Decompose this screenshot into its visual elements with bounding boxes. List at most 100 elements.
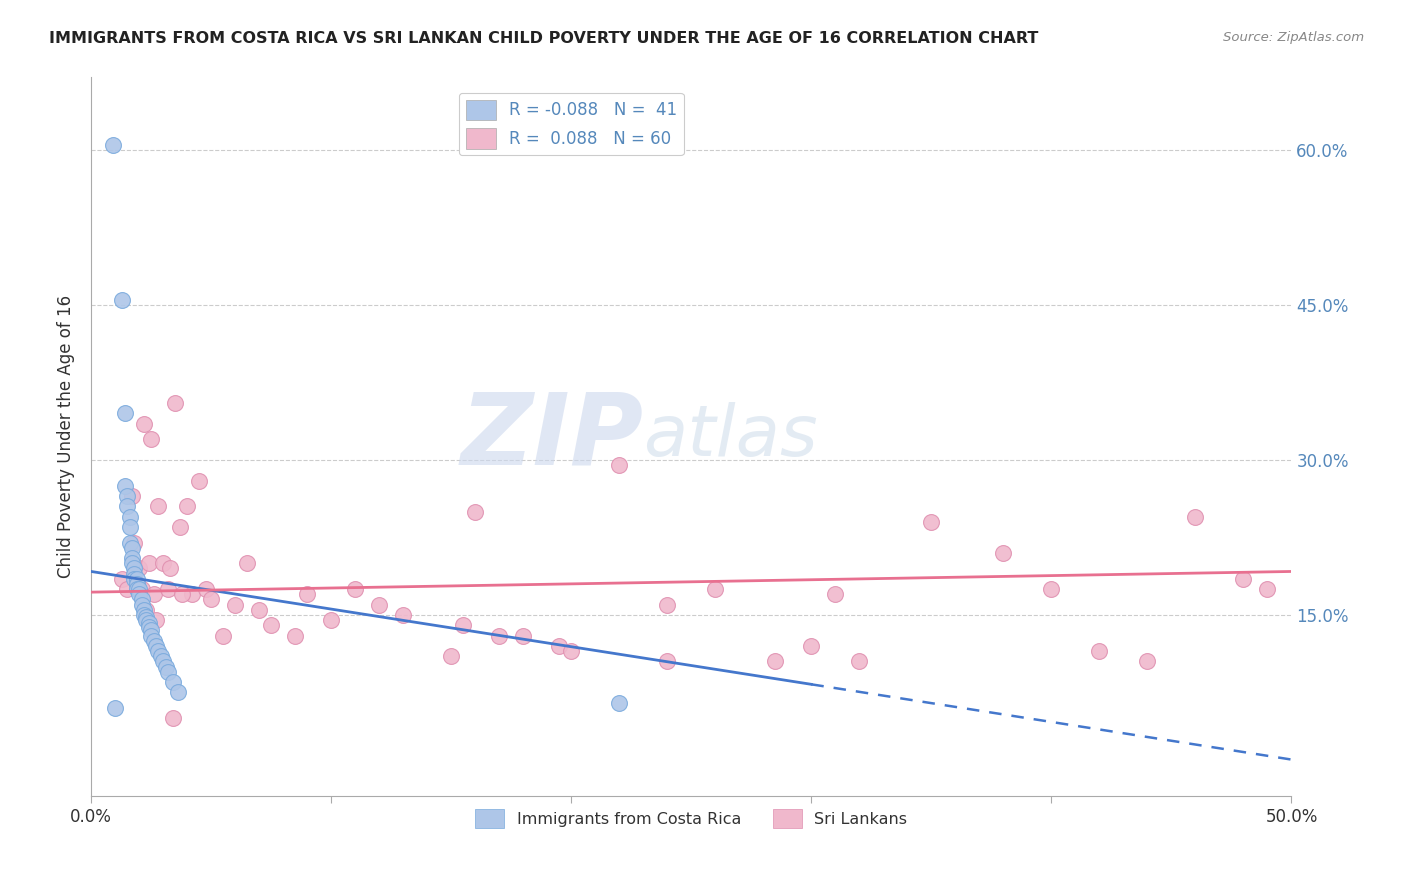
Point <box>1136 654 1159 668</box>
Point <box>607 458 630 472</box>
Point <box>512 628 534 642</box>
Point <box>142 587 165 601</box>
Point <box>118 535 141 549</box>
Point <box>657 654 679 668</box>
Point <box>1184 509 1206 524</box>
Point <box>135 603 157 617</box>
Point <box>128 561 150 575</box>
Point <box>125 577 148 591</box>
Point <box>763 654 786 668</box>
Point <box>132 607 155 622</box>
Point <box>121 541 143 555</box>
Point <box>156 665 179 679</box>
Point <box>172 587 194 601</box>
Point <box>181 587 204 601</box>
Point <box>152 556 174 570</box>
Point <box>321 613 343 627</box>
Point <box>135 613 157 627</box>
Point <box>1256 582 1278 596</box>
Point <box>344 582 367 596</box>
Text: ZIP: ZIP <box>460 388 644 485</box>
Point <box>104 701 127 715</box>
Point <box>247 603 270 617</box>
Point <box>138 556 160 570</box>
Point <box>128 587 150 601</box>
Point <box>464 504 486 518</box>
Point <box>125 582 148 596</box>
Point <box>132 417 155 431</box>
Point <box>260 618 283 632</box>
Point <box>295 587 318 601</box>
Point <box>145 639 167 653</box>
Point <box>131 598 153 612</box>
Point <box>132 603 155 617</box>
Point <box>1232 572 1254 586</box>
Point <box>607 696 630 710</box>
Point <box>128 582 150 596</box>
Point <box>176 500 198 514</box>
Point <box>111 572 134 586</box>
Point <box>149 649 172 664</box>
Point <box>135 610 157 624</box>
Point <box>159 561 181 575</box>
Point <box>124 561 146 575</box>
Point <box>200 592 222 607</box>
Point <box>560 644 582 658</box>
Point <box>121 551 143 566</box>
Point <box>152 654 174 668</box>
Point <box>284 628 307 642</box>
Point <box>156 582 179 596</box>
Point <box>138 616 160 631</box>
Point <box>166 685 188 699</box>
Point <box>111 293 134 307</box>
Point <box>993 546 1015 560</box>
Point <box>162 711 184 725</box>
Point <box>121 556 143 570</box>
Point <box>114 478 136 492</box>
Point <box>148 644 170 658</box>
Point <box>165 396 187 410</box>
Text: IMMIGRANTS FROM COSTA RICA VS SRI LANKAN CHILD POVERTY UNDER THE AGE OF 16 CORRE: IMMIGRANTS FROM COSTA RICA VS SRI LANKAN… <box>49 31 1039 46</box>
Point <box>101 137 124 152</box>
Point <box>488 628 510 642</box>
Point <box>451 618 474 632</box>
Point <box>125 572 148 586</box>
Point <box>848 654 870 668</box>
Point <box>920 515 942 529</box>
Point <box>155 659 177 673</box>
Point <box>169 520 191 534</box>
Point <box>118 520 141 534</box>
Text: atlas: atlas <box>644 402 818 471</box>
Point <box>548 639 571 653</box>
Point <box>704 582 727 596</box>
Legend: Immigrants from Costa Rica, Sri Lankans: Immigrants from Costa Rica, Sri Lankans <box>468 802 914 834</box>
Point <box>141 432 163 446</box>
Point <box>1088 644 1111 658</box>
Point <box>800 639 823 653</box>
Point <box>131 592 153 607</box>
Point <box>142 633 165 648</box>
Point <box>195 582 218 596</box>
Point <box>124 572 146 586</box>
Point <box>440 649 463 664</box>
Point <box>125 577 148 591</box>
Point <box>124 535 146 549</box>
Text: Source: ZipAtlas.com: Source: ZipAtlas.com <box>1223 31 1364 45</box>
Point <box>115 500 138 514</box>
Point <box>368 598 391 612</box>
Point <box>145 613 167 627</box>
Point <box>115 582 138 596</box>
Point <box>124 566 146 581</box>
Point <box>236 556 259 570</box>
Point <box>1040 582 1063 596</box>
Point <box>118 509 141 524</box>
Point <box>115 489 138 503</box>
Point <box>162 675 184 690</box>
Point <box>657 598 679 612</box>
Point <box>212 628 235 642</box>
Point <box>392 607 415 622</box>
Point <box>224 598 246 612</box>
Point <box>114 406 136 420</box>
Point <box>138 620 160 634</box>
Point <box>188 474 211 488</box>
